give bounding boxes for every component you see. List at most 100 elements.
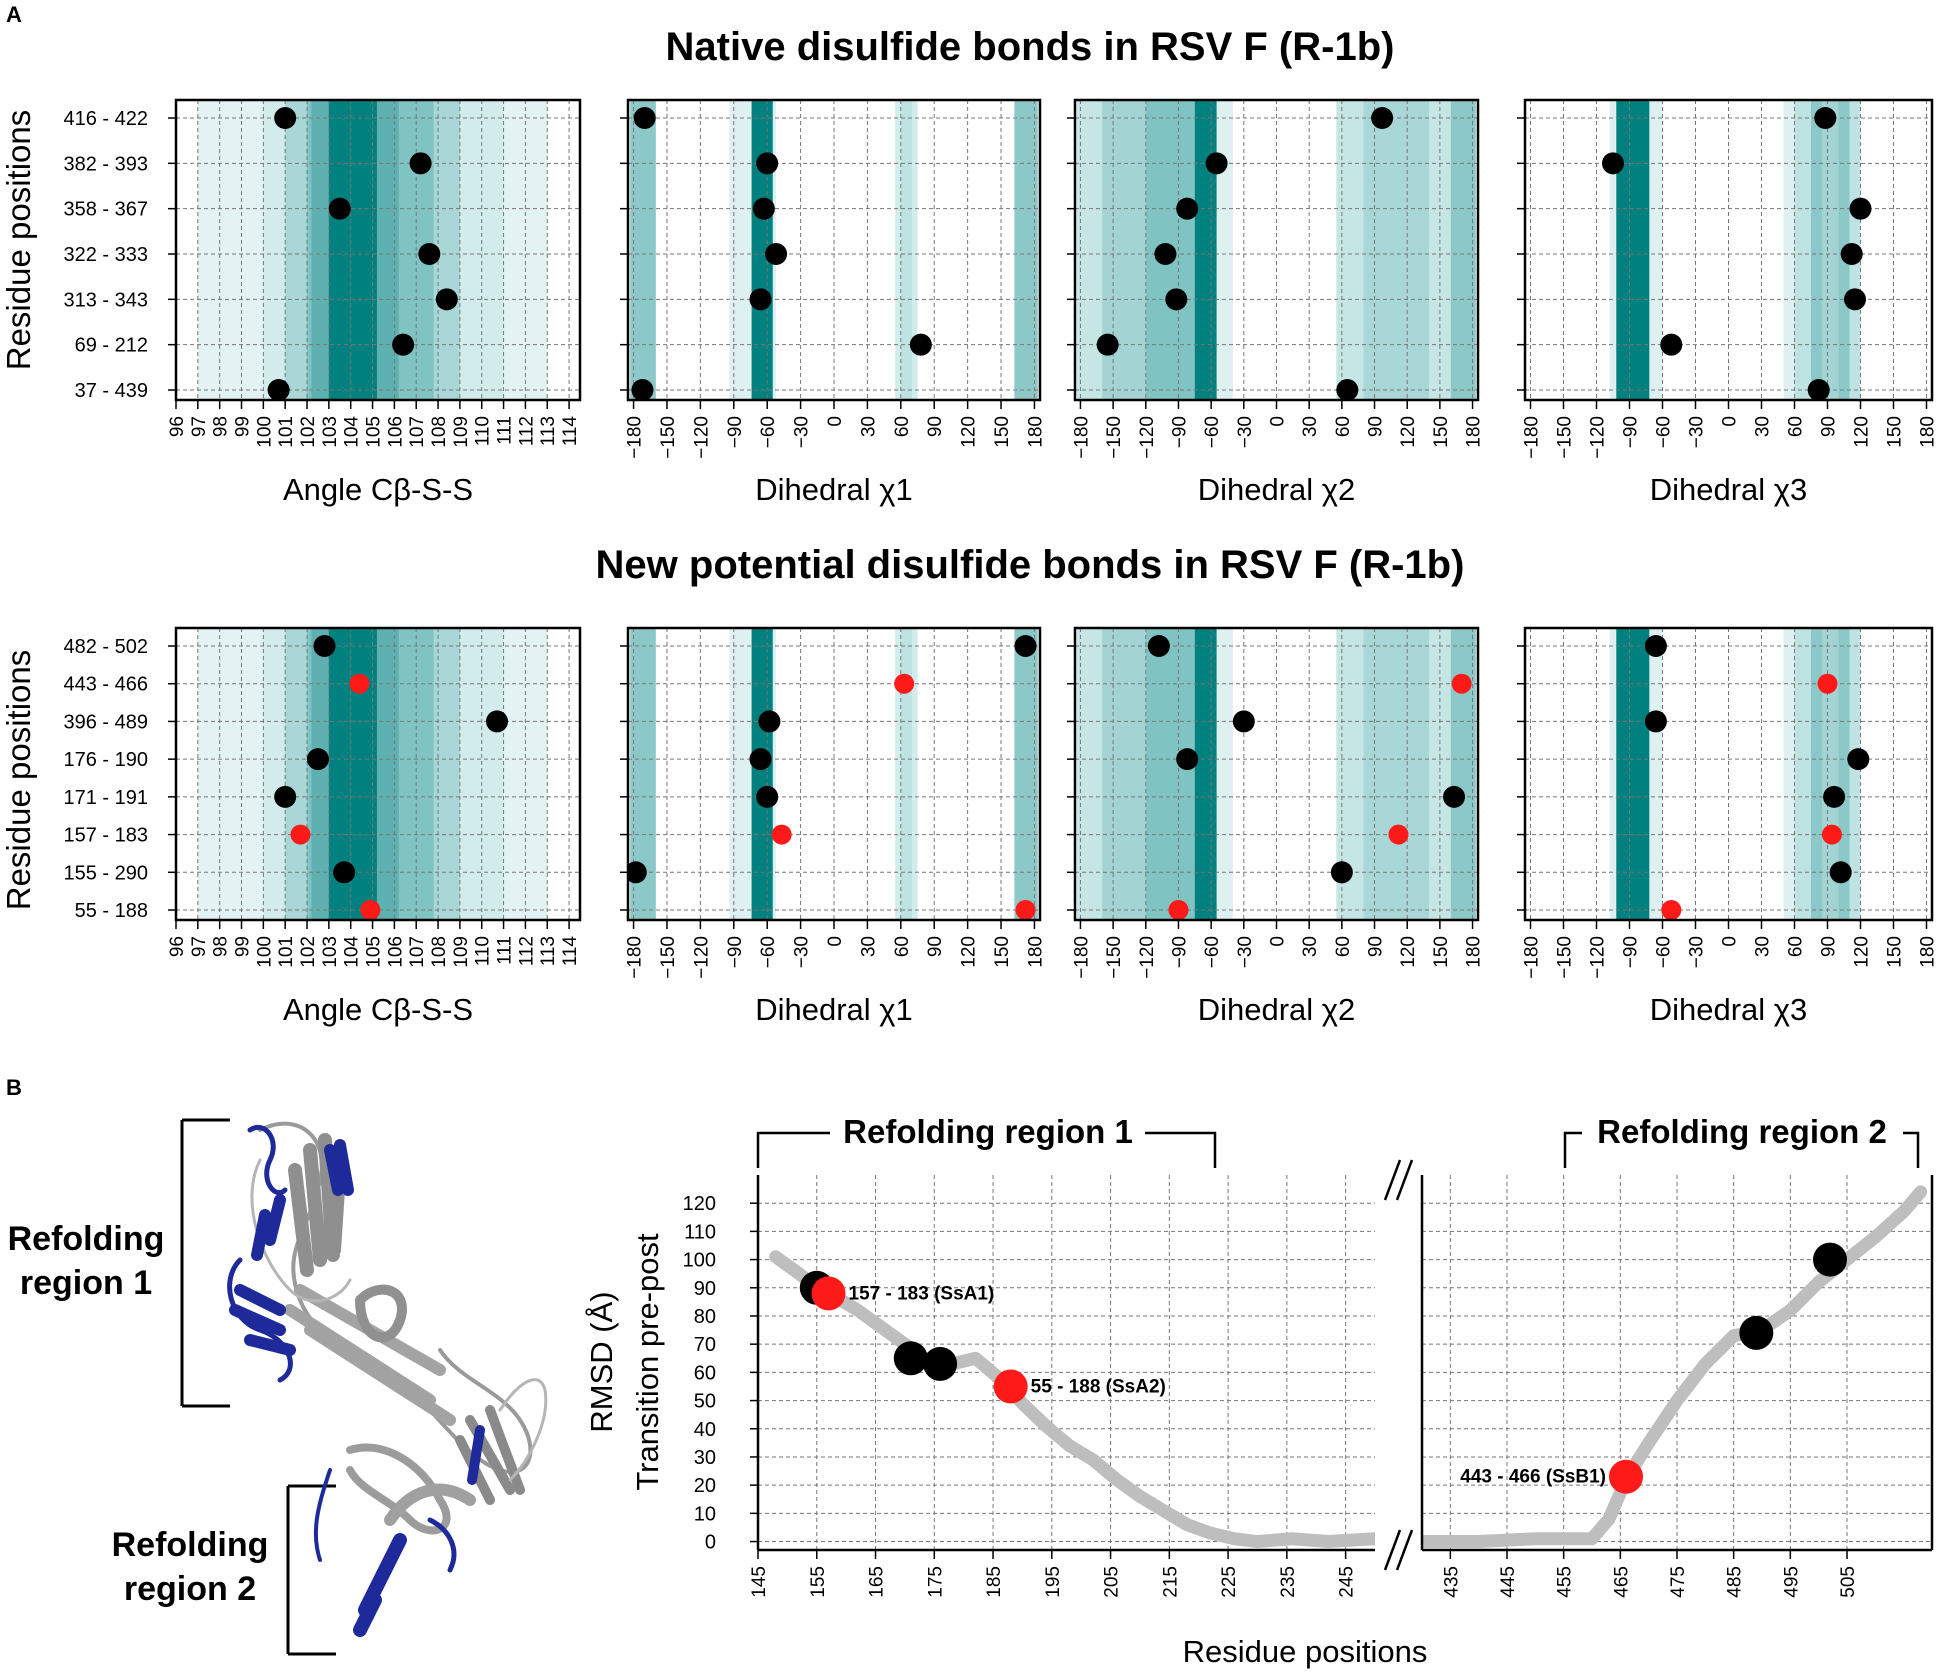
- panel-frame: [1073, 98, 1480, 402]
- point-angle-black: [486, 710, 509, 733]
- xtick-label: 96: [167, 416, 188, 437]
- rmsd-point-black: [893, 1341, 928, 1376]
- xtick-label: 113: [538, 936, 559, 966]
- xtick-label: 145: [749, 1566, 770, 1598]
- xtick-label: 111: [495, 936, 516, 965]
- xtick-label: 0: [1720, 936, 1741, 947]
- point-chi3-red: [1821, 824, 1842, 845]
- xtick-label: 109: [451, 936, 472, 968]
- point-chi1-black: [909, 333, 932, 356]
- ytick-label: 120: [683, 1193, 716, 1215]
- rmsd-point-red: [811, 1276, 846, 1311]
- point-chi3-black: [1602, 152, 1624, 175]
- point-chi1-red: [894, 673, 915, 694]
- xtick-label: 90: [1819, 416, 1840, 437]
- xtick-label: 475: [1668, 1566, 1689, 1598]
- point-chi2-red: [1451, 673, 1472, 694]
- xtick-label: 96: [167, 936, 188, 957]
- points-group: [274, 635, 509, 920]
- point-chi1-black: [631, 379, 654, 400]
- rmsd-point-black: [1739, 1315, 1774, 1350]
- xtick-label: 245: [1337, 1566, 1358, 1598]
- ytick-label: 90: [694, 1278, 716, 1300]
- axis-break-stroke: [1383, 1159, 1402, 1201]
- point-angle-black: [306, 748, 329, 771]
- ytick-label: 10: [694, 1503, 716, 1525]
- xtick-label: 150: [992, 416, 1013, 448]
- points-group: [631, 107, 932, 400]
- axis-break-stroke: [1383, 1529, 1402, 1571]
- point-chi3-black: [1847, 748, 1870, 771]
- point-chi1-black: [758, 710, 781, 733]
- ytick-label: 0: [705, 1532, 716, 1554]
- ytick-label: 80: [694, 1306, 716, 1328]
- point-chi3-black: [1807, 379, 1830, 400]
- xtick-label: 30: [858, 936, 879, 957]
- xtick-label: 0: [825, 936, 846, 947]
- xtick-label: 110: [473, 416, 494, 446]
- xtick-label: −60: [1202, 416, 1223, 448]
- ytick-label: 70: [694, 1334, 716, 1356]
- xtick-label: −30: [1687, 936, 1708, 968]
- xaxis-label: Dihedral χ1: [755, 992, 913, 1027]
- xtick-label: −180: [1522, 416, 1543, 459]
- xtick-label: 90: [925, 416, 946, 437]
- xtick-label: 112: [516, 416, 537, 446]
- rmsd-point-red: [1609, 1459, 1643, 1494]
- point-chi1-black: [756, 152, 779, 175]
- xtick-label: −180: [1071, 936, 1092, 979]
- structure-blue-ribbons: [227, 1124, 485, 1637]
- favorable-range-band: [1822, 100, 1839, 400]
- xtick-label: 120: [1398, 936, 1419, 968]
- xtick-label: 485: [1725, 1566, 1746, 1598]
- xtick-label: 185: [984, 1566, 1005, 1598]
- point-chi1-black: [765, 243, 788, 265]
- point-angle-black: [267, 379, 290, 400]
- xtick-label: 104: [342, 416, 363, 448]
- points-group: [628, 635, 1037, 920]
- xtick-label: 108: [429, 936, 450, 968]
- xaxis-label: Dihedral χ2: [1198, 992, 1356, 1027]
- xaxis-label: Dihedral χ3: [1650, 992, 1808, 1027]
- points-group: [267, 107, 458, 400]
- favorable-range-band: [328, 100, 377, 400]
- point-chi3-black: [1829, 861, 1852, 884]
- favorable-range-band: [1822, 628, 1839, 920]
- point-chi2-black: [1096, 333, 1119, 356]
- xtick-label: −90: [725, 936, 746, 968]
- section-title-native: Native disulfide bonds in RSV F (R-1b): [666, 25, 1395, 69]
- xtick-label: 165: [867, 1566, 888, 1598]
- point-angle-black: [274, 107, 297, 129]
- ytick-label: 20: [694, 1475, 716, 1497]
- xtick-label: −90: [1169, 416, 1190, 448]
- xtick-label: −90: [1169, 936, 1190, 968]
- structure-region2-bracket: [286, 1484, 336, 1656]
- favorable-range-band: [900, 100, 912, 400]
- xtick-label: 150: [992, 936, 1013, 968]
- xtick-label: 114: [560, 416, 581, 447]
- point-angle-black: [392, 333, 415, 356]
- xtick-label: −150: [1555, 936, 1576, 979]
- points-group: [1644, 635, 1870, 920]
- xtick-label: 100: [254, 936, 275, 968]
- xtick-label: 225: [1219, 1566, 1240, 1598]
- region1-bracket: [756, 1131, 1217, 1168]
- xtick-label: 90: [1819, 936, 1840, 957]
- point-angle-black: [418, 243, 441, 265]
- xtick-label: 109: [451, 416, 472, 448]
- xtick-label: 108: [429, 416, 450, 448]
- ytick-label: 358 - 367: [63, 199, 148, 221]
- panel-frame: [174, 626, 582, 922]
- favorable-range-band: [1450, 100, 1476, 400]
- rmsd-ylabel-line1: RMSD (Å): [584, 1291, 619, 1432]
- xtick-label: 120: [959, 416, 980, 448]
- ytick-label: 443 - 466: [63, 674, 148, 696]
- point-chi2-black: [1232, 710, 1255, 733]
- point-chi1-red: [1015, 900, 1036, 920]
- xtick-label: 180: [1025, 416, 1046, 448]
- xtick-label: −150: [658, 416, 679, 459]
- xtick-label: 150: [1885, 416, 1906, 448]
- xtick-label: −180: [1522, 936, 1543, 979]
- point-chi3-red: [1817, 673, 1838, 694]
- point-chi3-black: [1844, 288, 1866, 311]
